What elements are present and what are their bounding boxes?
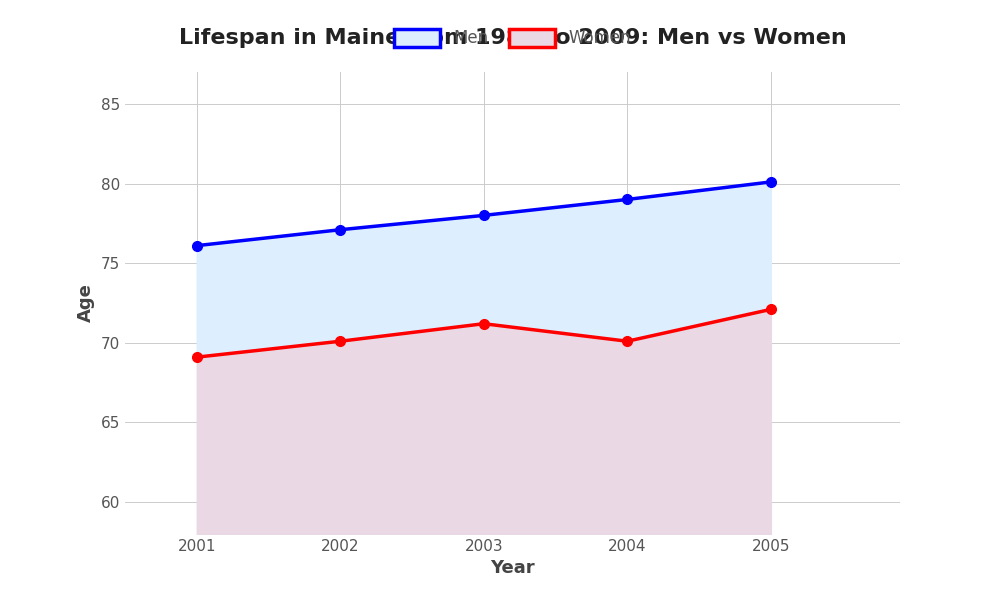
X-axis label: Year: Year xyxy=(490,559,535,577)
Legend: Men, Women: Men, Women xyxy=(385,20,640,56)
Y-axis label: Age: Age xyxy=(77,284,95,322)
Title: Lifespan in Maine from 1981 to 2009: Men vs Women: Lifespan in Maine from 1981 to 2009: Men… xyxy=(179,28,846,48)
